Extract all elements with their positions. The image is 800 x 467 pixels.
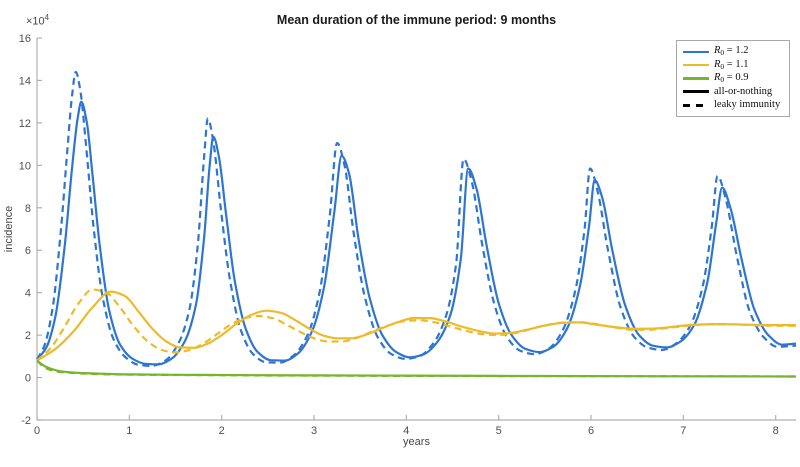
multiplier-exponent: 4 — [44, 13, 50, 22]
legend-line-icon — [683, 103, 709, 107]
legend-line-swatch — [683, 50, 709, 53]
legend-entry-label: R0 = 0.9 — [714, 72, 749, 85]
series-line-r0-0.9-leaky-immunity — [36, 359, 797, 378]
legend-entry-label: R0 = 1.2 — [714, 45, 749, 58]
legend-entry-label: all-or-nothing — [714, 85, 773, 97]
y-tick-label: 8 — [25, 203, 31, 215]
y-tick-label: 2 — [25, 330, 31, 342]
legend-line-swatch — [683, 103, 709, 107]
x-tick-label: 1 — [126, 425, 132, 437]
x-tick-label: 8 — [773, 425, 779, 437]
legend-line-swatch — [683, 63, 709, 67]
x-tick-label: 2 — [219, 425, 225, 437]
x-tick-label: 7 — [680, 425, 686, 437]
legend-line-icon — [683, 77, 709, 80]
x-tick-label: 4 — [403, 425, 409, 437]
legend-box: R0 = 1.2 R0 = 1.1 R0 = 0.9 all-or-nothing le… — [676, 40, 790, 117]
y-axis-multiplier: ×104 — [26, 13, 49, 28]
legend-line-swatch — [683, 77, 709, 80]
series-line-r0-1.1-all-or-nothing — [36, 290, 797, 362]
legend-entry-all-or-nothing: all-or-nothing — [683, 85, 785, 98]
series-line-r0-1.2-all-or-nothing — [36, 100, 797, 366]
y-tick-label: -2 — [21, 415, 31, 427]
y-tick-label: 0 — [25, 373, 31, 385]
legend-entry-r0-1.2: R0 = 1.2 — [683, 45, 785, 58]
x-tick-label: 3 — [311, 425, 317, 437]
y-tick-label: 6 — [25, 245, 31, 257]
legend-entry-leaky-immunity: leaky immunity — [683, 99, 785, 112]
legend-line-icon — [683, 90, 709, 94]
y-tick-label: 14 — [19, 75, 31, 87]
legend-entry-r0-0.9: R0 = 0.9 — [683, 72, 785, 85]
legend-line-swatch — [683, 90, 709, 94]
plot-title: Mean duration of the immune period: 9 mo… — [276, 13, 557, 27]
x-tick-label: 6 — [588, 425, 594, 437]
legend-entry-label: R0 = 1.1 — [714, 58, 749, 71]
y-tick-label: 12 — [19, 118, 31, 130]
x-tick-label: 0 — [34, 425, 40, 437]
x-axis-label: years — [403, 436, 430, 448]
legend-entry-r0-1.1: R0 = 1.1 — [683, 58, 785, 71]
y-tick-label: 10 — [19, 160, 31, 172]
x-tick-label: 5 — [496, 425, 502, 437]
legend-line-icon — [683, 63, 709, 67]
y-tick-label: 16 — [19, 33, 31, 45]
legend-entry-label: leaky immunity — [714, 99, 781, 110]
series-line-r0-1.1-leaky-immunity — [36, 288, 796, 362]
y-tick-label: 4 — [25, 288, 31, 300]
multiplier-base: ×10 — [26, 15, 45, 28]
legend-line-icon — [683, 50, 709, 53]
